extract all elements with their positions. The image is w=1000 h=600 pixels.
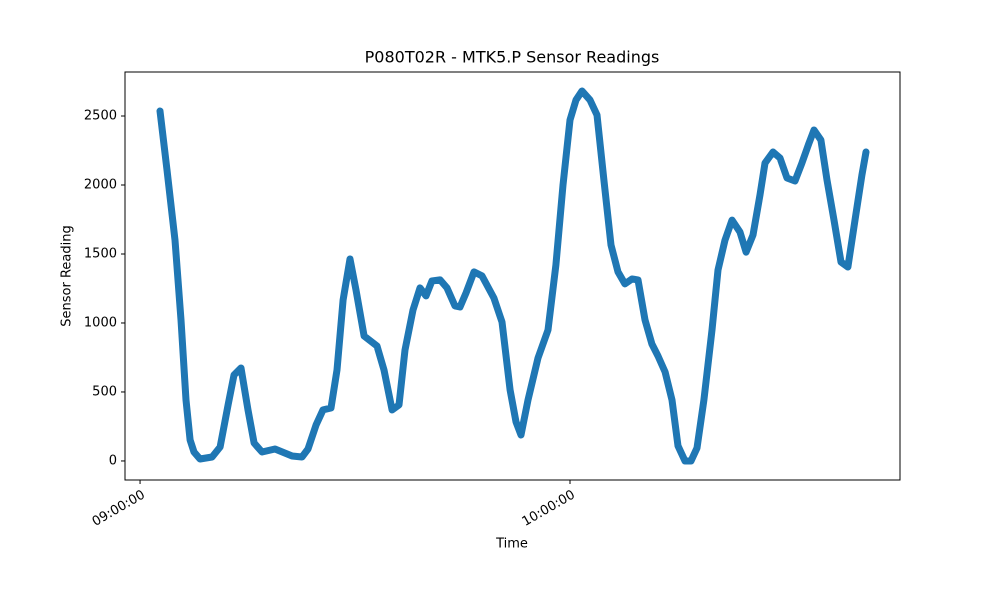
y-tick-label: 2000 xyxy=(84,178,117,193)
y-tick-label: 2500 xyxy=(84,109,117,124)
x-tick-label: 10:00:00 xyxy=(520,488,578,530)
x-axis-label: Time xyxy=(495,537,528,552)
y-axis-label: Sensor Reading xyxy=(60,225,75,326)
y-tick-label: 1500 xyxy=(84,246,117,261)
y-tick-label: 1000 xyxy=(84,315,117,330)
y-tick-label: 0 xyxy=(109,453,117,468)
data-line xyxy=(156,87,870,465)
chart-title: P080T02R - MTK5.P Sensor Readings xyxy=(365,48,660,67)
plot-frame xyxy=(124,71,901,481)
x-tick-label: 09:00:00 xyxy=(90,488,148,530)
y-tick-label: 500 xyxy=(92,384,117,399)
